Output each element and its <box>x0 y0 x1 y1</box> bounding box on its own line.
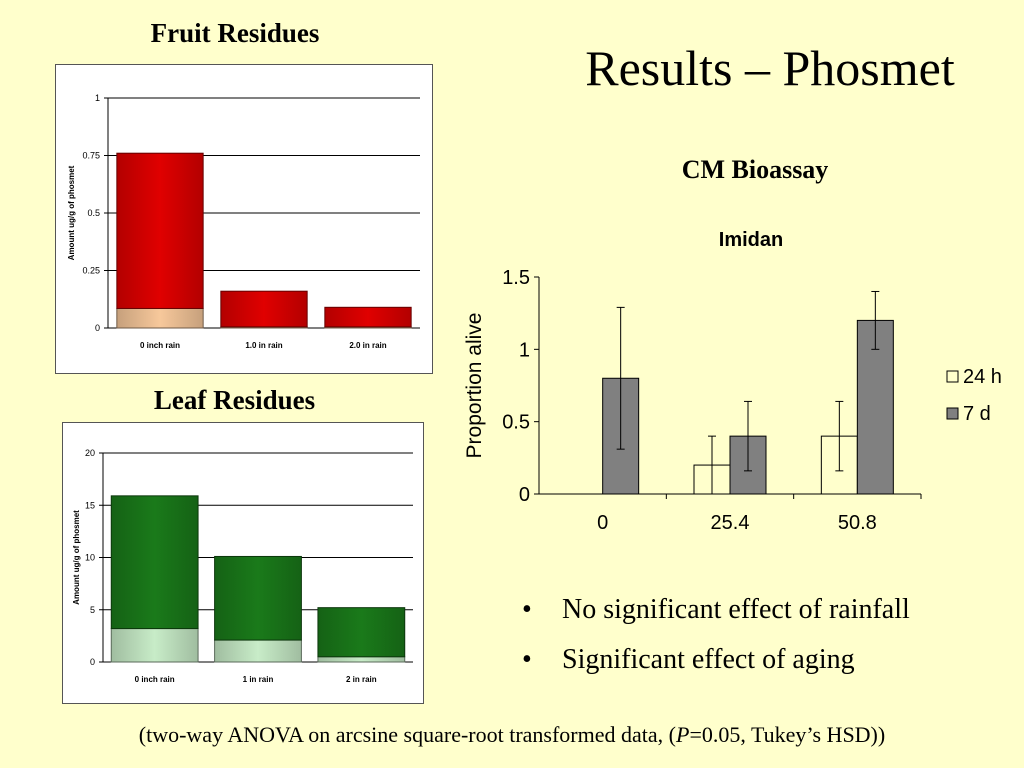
bar-segment <box>324 306 412 328</box>
chart-title: Imidan <box>719 229 783 251</box>
x-tick-label: 0 <box>597 512 608 534</box>
slide-title: Results – Phosmet <box>585 40 955 96</box>
bar-segment <box>220 290 308 328</box>
y-tick-label: 15 <box>85 500 95 510</box>
legend-swatch <box>946 370 959 383</box>
y-tick-label: 5 <box>90 605 95 615</box>
y-tick-label: 0.5 <box>502 412 530 434</box>
bar-segment <box>116 307 204 329</box>
legend-label: 7 d <box>963 403 991 425</box>
y-tick-label: 1 <box>519 339 530 361</box>
y-tick-label: 0 <box>95 323 100 333</box>
cm-bioassay-heading: CM Bioassay <box>681 155 829 184</box>
fruit-residues-heading: Fruit Residues <box>150 18 320 48</box>
x-tick-label: 2.0 in rain <box>349 341 386 350</box>
fruit-residues-chart: 0 0.25 0.5 0.75 1 Amount ug/g of phosmet 0 inc… <box>67 93 420 350</box>
x-tick-label: 2 in rain <box>346 675 377 684</box>
leaf-chart-frame: 0 5 10 15 20 Amount ug/g of phosmet 0 inch rai… <box>62 422 424 704</box>
bar-segment <box>214 555 302 641</box>
x-tick-label: 0 inch rain <box>135 675 175 684</box>
bar-segment <box>317 607 406 658</box>
x-tick-label: 50.8 <box>838 512 877 534</box>
leaf-residues-chart: 0 5 10 15 20 Amount ug/g of phosmet 0 inch rai… <box>72 448 413 684</box>
bullet-item: • Significant effect of aging <box>520 635 1020 685</box>
y-tick-label: 0.75 <box>82 151 100 161</box>
y-tick-label: 0.25 <box>82 266 100 276</box>
bar-segment <box>214 639 302 663</box>
footnote-p-symbol: P <box>675 722 690 747</box>
y-tick-label: 10 <box>85 553 95 563</box>
legend-swatch <box>946 407 959 420</box>
fruit-chart-frame: 0 0.25 0.5 0.75 1 Amount ug/g of phosmet 0 inc… <box>55 64 433 374</box>
x-tick-label: 1.0 in rain <box>245 341 282 350</box>
bullet-text: Significant effect of aging <box>562 644 855 675</box>
conclusion-list: • No significant effect of rainfall • Si… <box>520 585 1020 685</box>
bullet-item: • No significant effect of rainfall <box>520 585 1020 635</box>
bullet-mark: • <box>522 644 532 675</box>
y-axis-title: Proportion alive <box>463 313 486 459</box>
x-tick-label: 25.4 <box>711 512 750 534</box>
footnote-text-end: =0.05, Tukey’s HSD)) <box>689 722 886 747</box>
y-tick-label: 20 <box>85 448 95 458</box>
y-tick-label: 0 <box>519 484 530 506</box>
bar-segment <box>110 495 199 630</box>
bullet-mark: • <box>522 594 532 625</box>
y-tick-label: 0 <box>90 657 95 667</box>
bullet-text: No significant effect of rainfall <box>562 594 910 625</box>
x-tick-label: 0 inch rain <box>140 341 180 350</box>
imidan-chart-area: Imidan 0 0.5 1 1.5 Proportion alive 0 25.4 50.8 2… <box>455 222 1024 542</box>
y-tick-label: 0.5 <box>87 208 100 218</box>
y-tick-label: 1 <box>95 93 100 103</box>
y-axis-title: Amount ug/g of phosmet <box>67 165 76 260</box>
leaf-residues-heading: Leaf Residues <box>153 385 316 415</box>
legend-label: 24 h <box>963 366 1002 388</box>
footnote: (two-way ANOVA on arcsine square-root tr… <box>0 722 1024 748</box>
bar-segment <box>116 152 204 309</box>
bar-segment <box>317 656 406 663</box>
y-tick-label: 1.5 <box>502 267 530 289</box>
bar-segment <box>110 628 199 663</box>
x-tick-label: 1 in rain <box>243 675 274 684</box>
imidan-chart: Imidan 0 0.5 1 1.5 Proportion alive 0 25.4 50.8 2… <box>463 229 1002 534</box>
footnote-text-start: (two-way ANOVA on arcsine square-root tr… <box>138 722 676 747</box>
y-axis-title: Amount ug/g of phosmet <box>72 510 81 605</box>
